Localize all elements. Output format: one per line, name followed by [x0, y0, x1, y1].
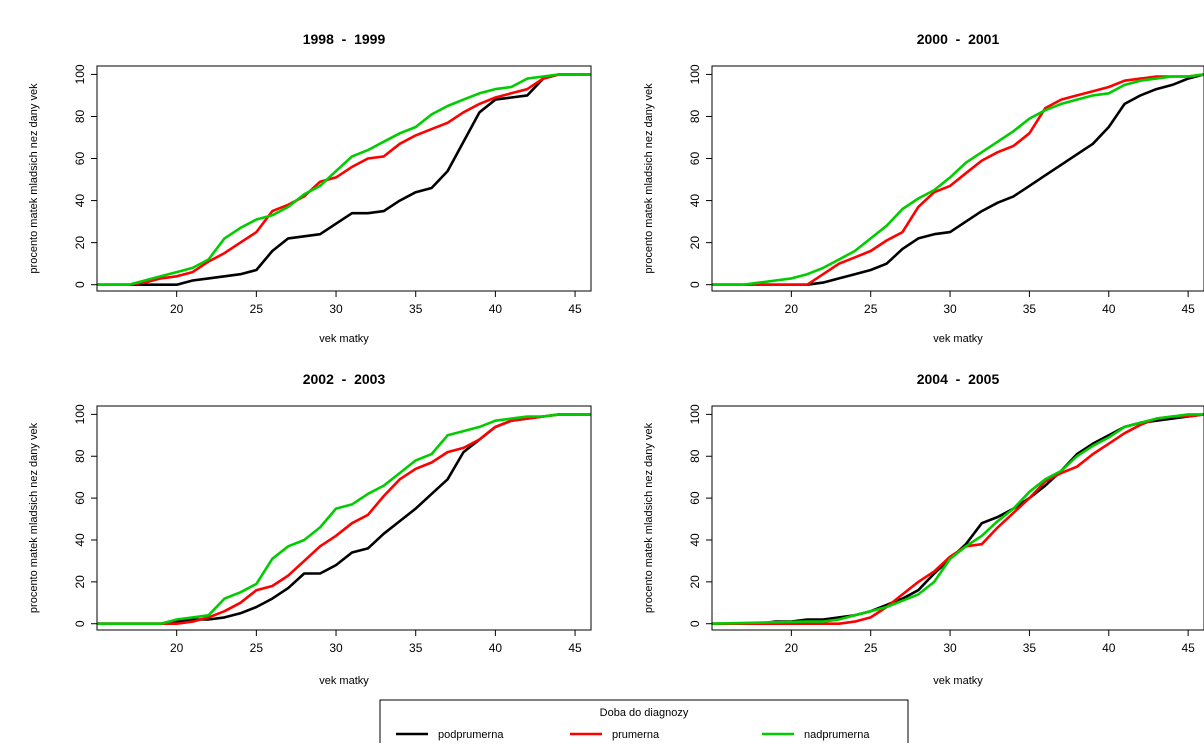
y-tick-label: 80 — [73, 449, 87, 463]
x-tick-label: 35 — [1023, 641, 1037, 655]
y-tick-label: 100 — [73, 64, 87, 84]
x-tick-label: 45 — [1181, 641, 1195, 655]
legend-label-nadprumerna: nadprumerna — [804, 729, 870, 741]
y-tick-label: 60 — [73, 152, 87, 166]
y-tick-label: 0 — [73, 281, 87, 288]
legend-label-podprumerna: podprumerna — [438, 729, 504, 741]
y-tick-label: 20 — [688, 236, 702, 250]
plot-frame — [96, 65, 592, 292]
x-axis-label: vek matky — [319, 333, 369, 345]
panel-title: 2004 - 2005 — [917, 371, 1000, 387]
x-tick-label: 30 — [329, 302, 343, 316]
series-line-podprumerna — [97, 413, 591, 626]
x-tick-label: 25 — [864, 641, 878, 655]
x-tick-label: 40 — [1102, 302, 1116, 316]
y-tick-label: 60 — [688, 152, 702, 166]
x-tick-label: 20 — [170, 641, 184, 655]
chart-panel-4: 2004 - 2005 20 25 30 35 40 45 0 20 40 60 80 100 vek m… — [643, 371, 1204, 687]
x-tick-label: 30 — [943, 302, 957, 316]
x-tick-label: 20 — [785, 302, 799, 316]
y-tick-label: 0 — [688, 281, 702, 288]
y-tick-label: 20 — [688, 575, 702, 589]
plot-frame — [711, 65, 1204, 292]
y-tick-label: 0 — [688, 620, 702, 627]
plot-frame — [96, 405, 592, 631]
y-tick-label: 0 — [73, 620, 87, 627]
y-tick-label: 20 — [73, 236, 87, 250]
x-tick-label: 30 — [943, 641, 957, 655]
x-tick-label: 25 — [864, 302, 878, 316]
series-line-prumerna — [97, 413, 591, 626]
x-tick-label: 25 — [250, 641, 264, 655]
x-tick-label: 40 — [489, 302, 503, 316]
chart-panel-3: 2002 - 2003 20 25 30 35 40 45 0 20 40 60 80 100 vek m… — [28, 371, 592, 687]
y-axis-label: procento matek mladsich nez dany vek — [643, 83, 655, 274]
series-line-prumerna — [97, 73, 591, 287]
x-tick-label: 45 — [568, 302, 582, 316]
y-tick-label: 40 — [73, 194, 87, 208]
x-tick-label: 35 — [409, 641, 423, 655]
panel-title: 2000 - 2001 — [917, 31, 1000, 47]
series-line-podprumerna — [712, 73, 1204, 287]
x-tick-label: 35 — [409, 302, 423, 316]
series-line-nadprumerna — [712, 413, 1204, 625]
x-tick-label: 45 — [568, 641, 582, 655]
x-tick-label: 40 — [489, 641, 503, 655]
series-line-nadprumerna — [97, 73, 591, 287]
series-line-prumerna — [712, 413, 1204, 626]
y-tick-label: 80 — [688, 109, 702, 123]
series-line-nadprumerna — [712, 73, 1204, 287]
y-tick-label: 100 — [73, 404, 87, 424]
y-tick-label: 40 — [73, 533, 87, 547]
y-tick-label: 60 — [688, 491, 702, 505]
series-line-prumerna — [712, 73, 1204, 287]
y-tick-label: 40 — [688, 194, 702, 208]
legend-label-prumerna: prumerna — [612, 729, 660, 741]
chart-panel-2: 2000 - 2001 20 25 30 35 40 45 0 20 40 60 80 100 vek m… — [643, 31, 1204, 345]
panel-title: 1998 - 1999 — [303, 31, 386, 47]
y-tick-label: 100 — [688, 64, 702, 84]
y-tick-label: 60 — [73, 491, 87, 505]
series-line-podprumerna — [97, 73, 591, 287]
chart-panel-1: 1998 - 1999 20 25 30 35 40 45 0 20 40 60 80 100 vek m… — [28, 31, 592, 345]
y-tick-label: 80 — [73, 109, 87, 123]
x-tick-label: 25 — [250, 302, 264, 316]
plot-frame — [711, 405, 1204, 631]
legend-box — [379, 699, 909, 748]
x-tick-label: 30 — [329, 641, 343, 655]
series-line-podprumerna — [712, 413, 1204, 626]
y-tick-label: 100 — [688, 404, 702, 424]
x-tick-label: 40 — [1102, 641, 1116, 655]
y-tick-label: 80 — [688, 449, 702, 463]
x-tick-label: 45 — [1181, 302, 1195, 316]
x-axis-label: vek matky — [933, 675, 983, 687]
panel-title: 2002 - 2003 — [303, 371, 386, 387]
y-axis-label: procento matek mladsich nez dany vek — [28, 83, 40, 274]
x-axis-label: vek matky — [933, 333, 983, 345]
y-axis-label: procento matek mladsich nez dany vek — [28, 422, 40, 613]
x-tick-label: 20 — [170, 302, 184, 316]
x-tick-label: 20 — [785, 641, 799, 655]
series-line-nadprumerna — [97, 413, 591, 626]
legend: Doba do diagnozy podprumerna prumerna nadpr… — [379, 699, 909, 748]
x-axis-label: vek matky — [319, 675, 369, 687]
y-axis-label: procento matek mladsich nez dany vek — [643, 422, 655, 613]
legend-title: Doba do diagnozy — [600, 707, 689, 719]
x-tick-label: 35 — [1023, 302, 1037, 316]
y-tick-label: 40 — [688, 533, 702, 547]
y-tick-label: 20 — [73, 575, 87, 589]
